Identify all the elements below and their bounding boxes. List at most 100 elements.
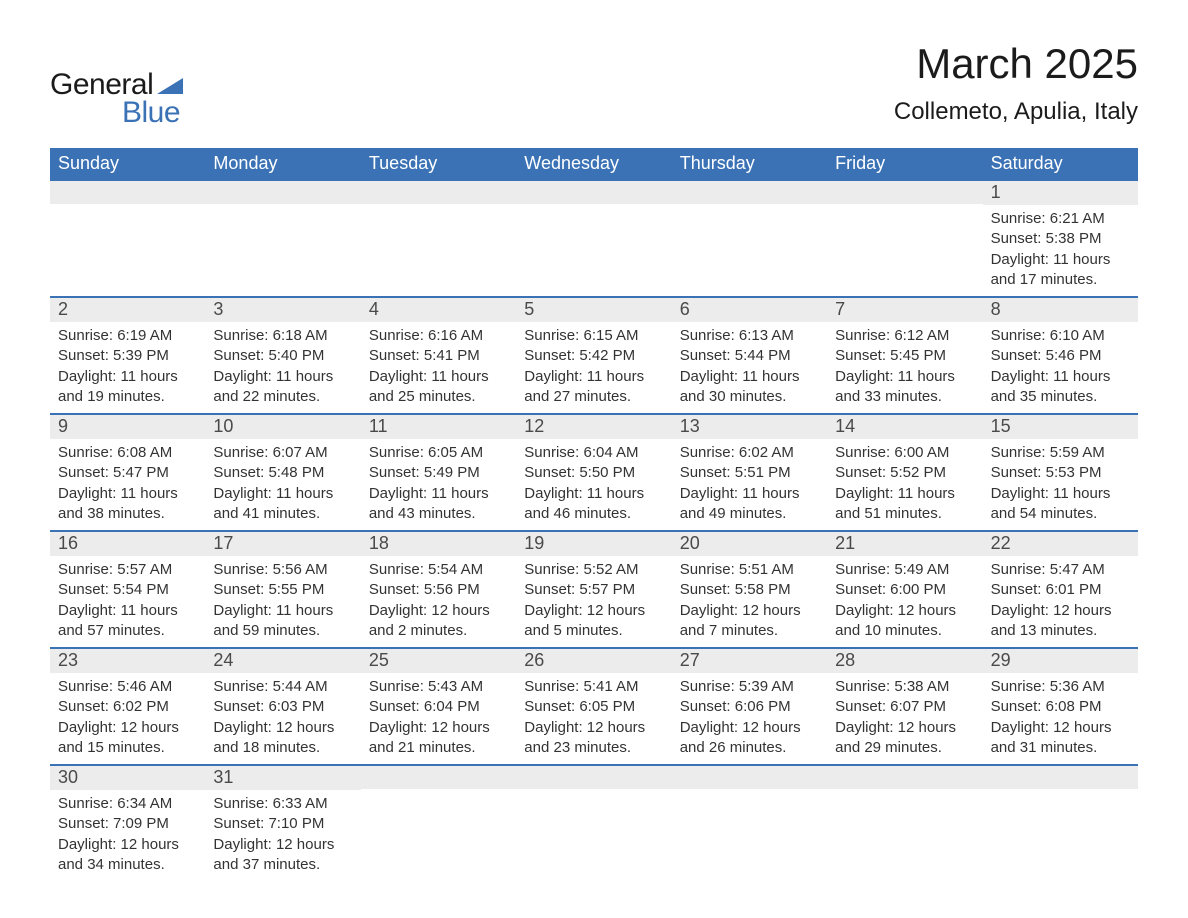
day-daylight1: Daylight: 11 hours [58, 484, 197, 504]
day-sunset: Sunset: 5:42 PM [524, 346, 663, 366]
day-of-week-header: Sunday Monday Tuesday Wednesday Thursday… [50, 148, 1138, 181]
day-cell: 6Sunrise: 6:13 AMSunset: 5:44 PMDaylight… [672, 298, 827, 413]
day-daylight1: Daylight: 12 hours [991, 718, 1130, 738]
day-body: Sunrise: 5:52 AMSunset: 5:57 PMDaylight:… [516, 556, 671, 647]
day-sunrise: Sunrise: 6:10 AM [991, 326, 1130, 346]
day-sunrise: Sunrise: 5:39 AM [680, 677, 819, 697]
day-body-empty [827, 204, 982, 284]
day-number: 25 [361, 649, 516, 673]
day-daylight1: Daylight: 11 hours [680, 367, 819, 387]
dow-saturday: Saturday [983, 148, 1138, 181]
day-cell: 29Sunrise: 5:36 AMSunset: 6:08 PMDayligh… [983, 649, 1138, 764]
day-cell: 1Sunrise: 6:21 AMSunset: 5:38 PMDaylight… [983, 181, 1138, 296]
day-daylight2: and 37 minutes. [213, 855, 352, 875]
day-body: Sunrise: 5:51 AMSunset: 5:58 PMDaylight:… [672, 556, 827, 647]
day-number: 4 [361, 298, 516, 322]
day-sunrise: Sunrise: 5:43 AM [369, 677, 508, 697]
day-body: Sunrise: 6:08 AMSunset: 5:47 PMDaylight:… [50, 439, 205, 530]
day-sunset: Sunset: 5:55 PM [213, 580, 352, 600]
day-daylight1: Daylight: 11 hours [991, 250, 1130, 270]
day-number: 30 [50, 766, 205, 790]
day-cell: 24Sunrise: 5:44 AMSunset: 6:03 PMDayligh… [205, 649, 360, 764]
day-cell: 28Sunrise: 5:38 AMSunset: 6:07 PMDayligh… [827, 649, 982, 764]
day-number: 13 [672, 415, 827, 439]
day-daylight1: Daylight: 12 hours [835, 601, 974, 621]
day-cell [827, 766, 982, 881]
day-body: Sunrise: 6:15 AMSunset: 5:42 PMDaylight:… [516, 322, 671, 413]
dow-thursday: Thursday [672, 148, 827, 181]
day-number: 28 [827, 649, 982, 673]
day-cell: 23Sunrise: 5:46 AMSunset: 6:02 PMDayligh… [50, 649, 205, 764]
day-cell: 30Sunrise: 6:34 AMSunset: 7:09 PMDayligh… [50, 766, 205, 881]
day-daylight2: and 49 minutes. [680, 504, 819, 524]
day-sunrise: Sunrise: 5:56 AM [213, 560, 352, 580]
day-daylight2: and 19 minutes. [58, 387, 197, 407]
day-number: 14 [827, 415, 982, 439]
page-title: March 2025 [894, 40, 1138, 88]
day-sunset: Sunset: 5:49 PM [369, 463, 508, 483]
day-sunrise: Sunrise: 6:18 AM [213, 326, 352, 346]
day-sunrise: Sunrise: 6:19 AM [58, 326, 197, 346]
page-location: Collemeto, Apulia, Italy [894, 98, 1138, 126]
day-sunset: Sunset: 6:00 PM [835, 580, 974, 600]
day-daylight2: and 30 minutes. [680, 387, 819, 407]
day-sunset: Sunset: 7:10 PM [213, 814, 352, 834]
day-daylight1: Daylight: 12 hours [680, 718, 819, 738]
week-row: 2Sunrise: 6:19 AMSunset: 5:39 PMDaylight… [50, 298, 1138, 415]
day-body: Sunrise: 6:00 AMSunset: 5:52 PMDaylight:… [827, 439, 982, 530]
day-body: Sunrise: 5:59 AMSunset: 5:53 PMDaylight:… [983, 439, 1138, 530]
logo-triangle-icon [157, 74, 183, 94]
day-number [827, 181, 982, 204]
day-number [983, 766, 1138, 789]
day-sunrise: Sunrise: 6:13 AM [680, 326, 819, 346]
day-sunrise: Sunrise: 5:46 AM [58, 677, 197, 697]
title-block: March 2025 Collemeto, Apulia, Italy [894, 40, 1138, 126]
day-sunset: Sunset: 6:04 PM [369, 697, 508, 717]
day-number [361, 181, 516, 204]
day-cell [50, 181, 205, 296]
day-number: 2 [50, 298, 205, 322]
day-body: Sunrise: 6:10 AMSunset: 5:46 PMDaylight:… [983, 322, 1138, 413]
day-sunrise: Sunrise: 6:00 AM [835, 443, 974, 463]
day-sunrise: Sunrise: 6:21 AM [991, 209, 1130, 229]
day-cell: 18Sunrise: 5:54 AMSunset: 5:56 PMDayligh… [361, 532, 516, 647]
day-sunrise: Sunrise: 6:04 AM [524, 443, 663, 463]
day-daylight1: Daylight: 11 hours [58, 367, 197, 387]
week-row: 1Sunrise: 6:21 AMSunset: 5:38 PMDaylight… [50, 181, 1138, 298]
day-daylight2: and 23 minutes. [524, 738, 663, 758]
day-sunrise: Sunrise: 6:33 AM [213, 794, 352, 814]
calendar: Sunday Monday Tuesday Wednesday Thursday… [50, 148, 1138, 881]
day-number: 29 [983, 649, 1138, 673]
day-cell: 11Sunrise: 6:05 AMSunset: 5:49 PMDayligh… [361, 415, 516, 530]
day-sunrise: Sunrise: 5:41 AM [524, 677, 663, 697]
day-sunrise: Sunrise: 5:57 AM [58, 560, 197, 580]
day-sunset: Sunset: 6:07 PM [835, 697, 974, 717]
day-daylight2: and 26 minutes. [680, 738, 819, 758]
day-daylight1: Daylight: 11 hours [369, 484, 508, 504]
logo: General Blue [50, 40, 183, 130]
logo-text-blue: Blue [122, 96, 180, 130]
day-sunset: Sunset: 5:39 PM [58, 346, 197, 366]
day-daylight1: Daylight: 11 hours [835, 367, 974, 387]
day-number: 9 [50, 415, 205, 439]
day-cell: 12Sunrise: 6:04 AMSunset: 5:50 PMDayligh… [516, 415, 671, 530]
day-daylight1: Daylight: 11 hours [524, 484, 663, 504]
day-cell [672, 181, 827, 296]
day-number: 27 [672, 649, 827, 673]
day-daylight2: and 33 minutes. [835, 387, 974, 407]
page-header: General Blue March 2025 Collemeto, Apuli… [50, 40, 1138, 130]
day-daylight2: and 59 minutes. [213, 621, 352, 641]
day-sunrise: Sunrise: 5:36 AM [991, 677, 1130, 697]
day-number [516, 766, 671, 789]
day-cell: 13Sunrise: 6:02 AMSunset: 5:51 PMDayligh… [672, 415, 827, 530]
day-number: 17 [205, 532, 360, 556]
day-daylight2: and 15 minutes. [58, 738, 197, 758]
day-number [672, 181, 827, 204]
day-sunrise: Sunrise: 6:02 AM [680, 443, 819, 463]
day-sunset: Sunset: 6:06 PM [680, 697, 819, 717]
day-number: 1 [983, 181, 1138, 205]
day-body: Sunrise: 5:49 AMSunset: 6:00 PMDaylight:… [827, 556, 982, 647]
day-daylight2: and 43 minutes. [369, 504, 508, 524]
day-sunset: Sunset: 5:54 PM [58, 580, 197, 600]
day-sunrise: Sunrise: 6:15 AM [524, 326, 663, 346]
